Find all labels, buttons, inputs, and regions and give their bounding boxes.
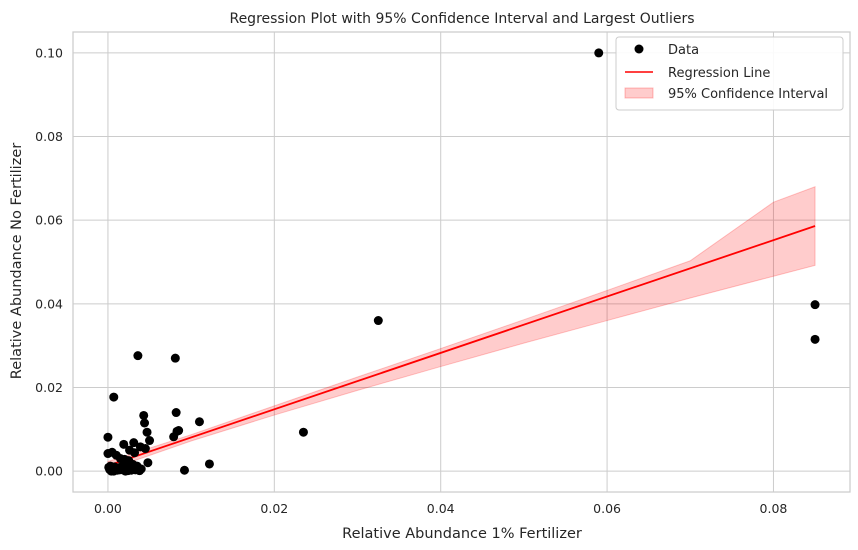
legend-box <box>615 36 844 111</box>
legend-data-label: Data <box>668 43 699 58</box>
x-tick-label: 0.04 <box>427 501 455 516</box>
legend-line-label: Regression Line <box>668 66 770 81</box>
data-point <box>109 392 119 402</box>
x-axis-ticks: 0.00 0.02 0.04 0.06 0.08 <box>94 501 787 516</box>
data-point <box>810 334 820 344</box>
legend: Data Regression Line 95% Confidence Inte… <box>615 36 844 111</box>
data-point <box>594 48 604 58</box>
data-point <box>103 432 113 442</box>
legend-data-marker <box>634 44 644 54</box>
data-point <box>179 465 189 475</box>
y-axis-label: Relative Abundance No Fertilizer <box>9 143 25 379</box>
y-axis-ticks: 0.00 0.02 0.04 0.06 0.08 0.10 <box>35 45 63 478</box>
regression-line-path <box>107 225 816 467</box>
data-point <box>169 432 179 442</box>
x-tick-label: 0.00 <box>94 501 122 516</box>
data-point <box>119 465 129 475</box>
data-point <box>174 426 184 436</box>
data-point <box>204 459 214 469</box>
x-tick-label: 0.02 <box>260 501 288 516</box>
data-point <box>810 300 820 310</box>
y-tick-label: 0.10 <box>35 45 63 60</box>
data-point <box>170 353 180 363</box>
data-point <box>143 458 153 468</box>
data-point <box>373 316 383 326</box>
plot-frame <box>72 31 851 493</box>
x-axis-label: Relative Abundance 1% Fertilizer <box>342 526 582 542</box>
scatter-points <box>103 48 820 476</box>
legend-band-marker <box>624 87 654 99</box>
data-point <box>139 410 149 420</box>
x-tick-label: 0.06 <box>593 501 621 516</box>
data-point <box>129 438 139 448</box>
y-tick-label: 0.00 <box>35 464 63 479</box>
data-point <box>194 417 204 427</box>
data-point <box>140 418 150 428</box>
data-point <box>127 464 137 474</box>
x-tick-label: 0.08 <box>760 501 788 516</box>
data-point <box>171 408 181 418</box>
regression-line <box>107 225 816 467</box>
data-point <box>109 466 119 476</box>
data-point <box>130 448 140 458</box>
y-tick-label: 0.02 <box>35 380 63 395</box>
chart-title: Regression Plot with 95% Confidence Inte… <box>229 11 694 27</box>
y-tick-label: 0.04 <box>35 296 63 311</box>
data-point <box>145 436 155 446</box>
data-point <box>142 427 152 437</box>
legend-band-label: 95% Confidence Interval <box>668 87 828 102</box>
y-tick-label: 0.06 <box>35 213 63 228</box>
data-point <box>298 427 308 437</box>
data-point <box>140 444 150 454</box>
data-point <box>135 466 145 476</box>
data-point <box>119 439 129 449</box>
y-tick-label: 0.08 <box>35 129 63 144</box>
data-point <box>133 351 143 361</box>
